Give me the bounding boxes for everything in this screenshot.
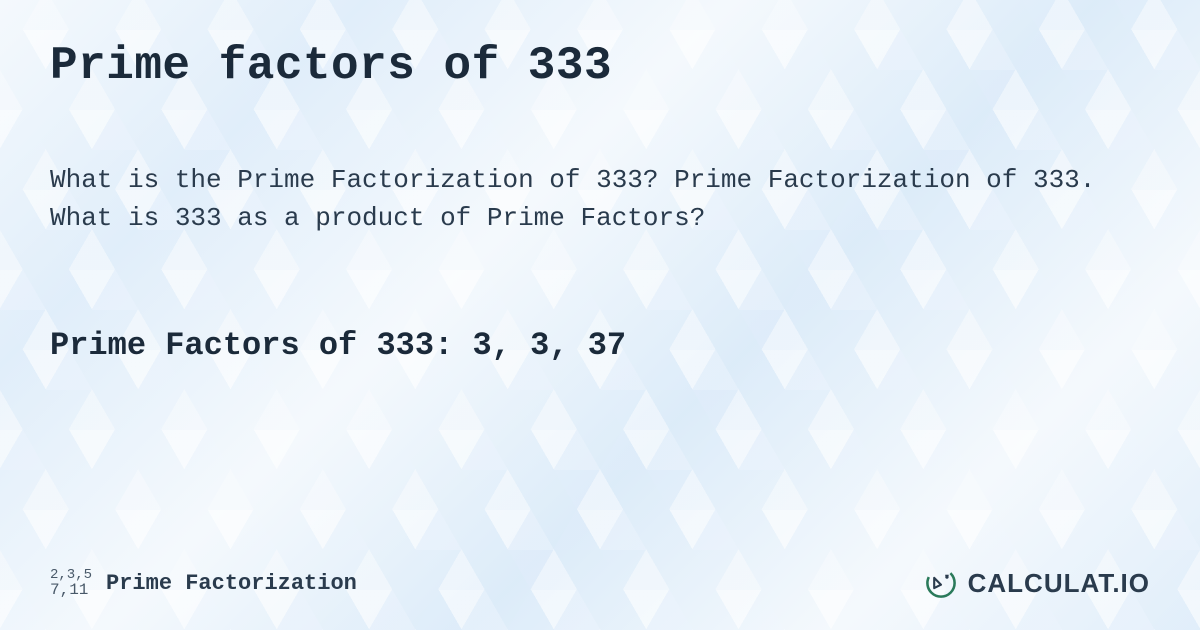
page-title: Prime factors of 333: [50, 40, 1150, 92]
prime-numbers-icon: 2,3,5 7,11: [50, 568, 92, 598]
content-container: Prime factors of 333 What is the Prime F…: [0, 0, 1200, 630]
footer: 2,3,5 7,11 Prime Factorization CALCULAT.…: [50, 566, 1150, 600]
answer-text: Prime Factors of 333: 3, 3, 37: [50, 327, 1150, 364]
footer-label: Prime Factorization: [106, 571, 357, 596]
footer-right: CALCULAT.IO: [924, 566, 1150, 600]
brand-icon: [924, 566, 958, 600]
footer-left: 2,3,5 7,11 Prime Factorization: [50, 568, 357, 598]
description-text: What is the Prime Factorization of 333? …: [50, 162, 1150, 237]
brand-text: CALCULAT.IO: [968, 568, 1150, 599]
